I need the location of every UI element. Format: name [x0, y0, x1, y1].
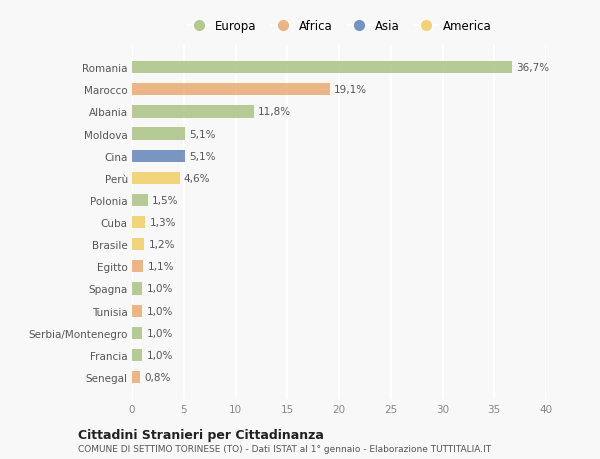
Bar — [132, 173, 179, 185]
Bar — [132, 106, 254, 118]
Text: Cittadini Stranieri per Cittadinanza: Cittadini Stranieri per Cittadinanza — [78, 428, 324, 442]
Bar — [132, 195, 148, 207]
Bar — [132, 62, 512, 74]
Bar — [132, 327, 142, 339]
Text: 1,0%: 1,0% — [146, 306, 173, 316]
Legend: Europa, Africa, Asia, America: Europa, Africa, Asia, America — [183, 17, 495, 36]
Text: 1,2%: 1,2% — [149, 240, 175, 250]
Bar — [132, 305, 142, 317]
Bar — [132, 84, 329, 96]
Text: 1,0%: 1,0% — [146, 328, 173, 338]
Bar — [132, 150, 185, 162]
Text: 1,0%: 1,0% — [146, 350, 173, 360]
Text: 1,3%: 1,3% — [149, 218, 176, 228]
Text: 5,1%: 5,1% — [189, 151, 215, 162]
Bar — [132, 128, 185, 140]
Text: 1,0%: 1,0% — [146, 284, 173, 294]
Text: 0,8%: 0,8% — [145, 372, 171, 382]
Text: 1,5%: 1,5% — [152, 196, 178, 206]
Text: 36,7%: 36,7% — [516, 63, 549, 73]
Bar — [132, 261, 143, 273]
Bar — [132, 239, 145, 251]
Bar — [132, 217, 145, 229]
Text: 5,1%: 5,1% — [189, 129, 215, 139]
Text: 11,8%: 11,8% — [258, 107, 292, 117]
Bar — [132, 349, 142, 361]
Text: COMUNE DI SETTIMO TORINESE (TO) - Dati ISTAT al 1° gennaio - Elaborazione TUTTIT: COMUNE DI SETTIMO TORINESE (TO) - Dati I… — [78, 444, 491, 453]
Text: 1,1%: 1,1% — [148, 262, 174, 272]
Text: 4,6%: 4,6% — [184, 174, 210, 184]
Bar — [132, 283, 142, 295]
Bar — [132, 371, 140, 383]
Text: 19,1%: 19,1% — [334, 85, 367, 95]
